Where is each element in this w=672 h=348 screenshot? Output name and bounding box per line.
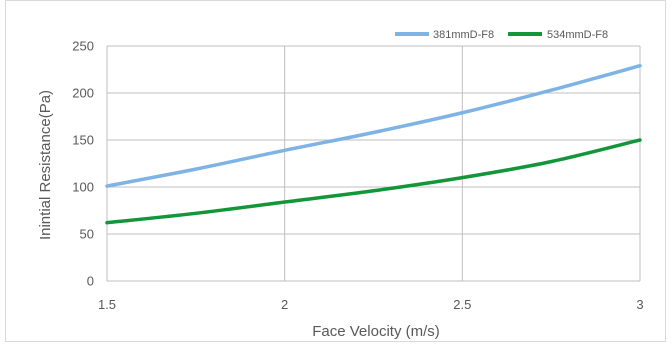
series-line-1	[105, 63, 642, 188]
y-tick-label: 150	[72, 133, 94, 148]
chart-frame: 0 50 100 150 200 250 1.5 2 2.5 3 381mmD-F8 534mmD-…	[5, 0, 666, 342]
y-tick-label: 250	[72, 39, 94, 54]
legend-label-2: 534mmD-F8	[547, 29, 608, 41]
x-axis-title: Face Velocity (m/s)	[312, 323, 440, 340]
y-tick-label: 100	[72, 180, 94, 195]
y-tick-label: 200	[72, 86, 94, 101]
line-chart: 0 50 100 150 200 250 1.5 2 2.5 3 381mmD-F8 534mmD-…	[37, 29, 644, 340]
x-tick-label: 3	[636, 297, 643, 312]
series-layer	[105, 63, 642, 225]
y-axis-title: Inintial Resistance(Pa)	[37, 90, 54, 240]
axis-layer: 0 50 100 150 200 250 1.5 2 2.5 3	[72, 39, 643, 313]
y-tick-label: 0	[87, 274, 94, 289]
legend: 381mmD-F8 534mmD-F8	[395, 29, 608, 41]
series-line-2	[105, 138, 642, 225]
x-tick-label: 2	[281, 297, 288, 312]
x-tick-label: 2.5	[453, 297, 471, 312]
y-tick-label: 50	[80, 227, 94, 242]
legend-label-1: 381mmD-F8	[433, 29, 494, 41]
x-tick-label: 1.5	[98, 297, 116, 312]
grid-layer	[106, 45, 641, 282]
